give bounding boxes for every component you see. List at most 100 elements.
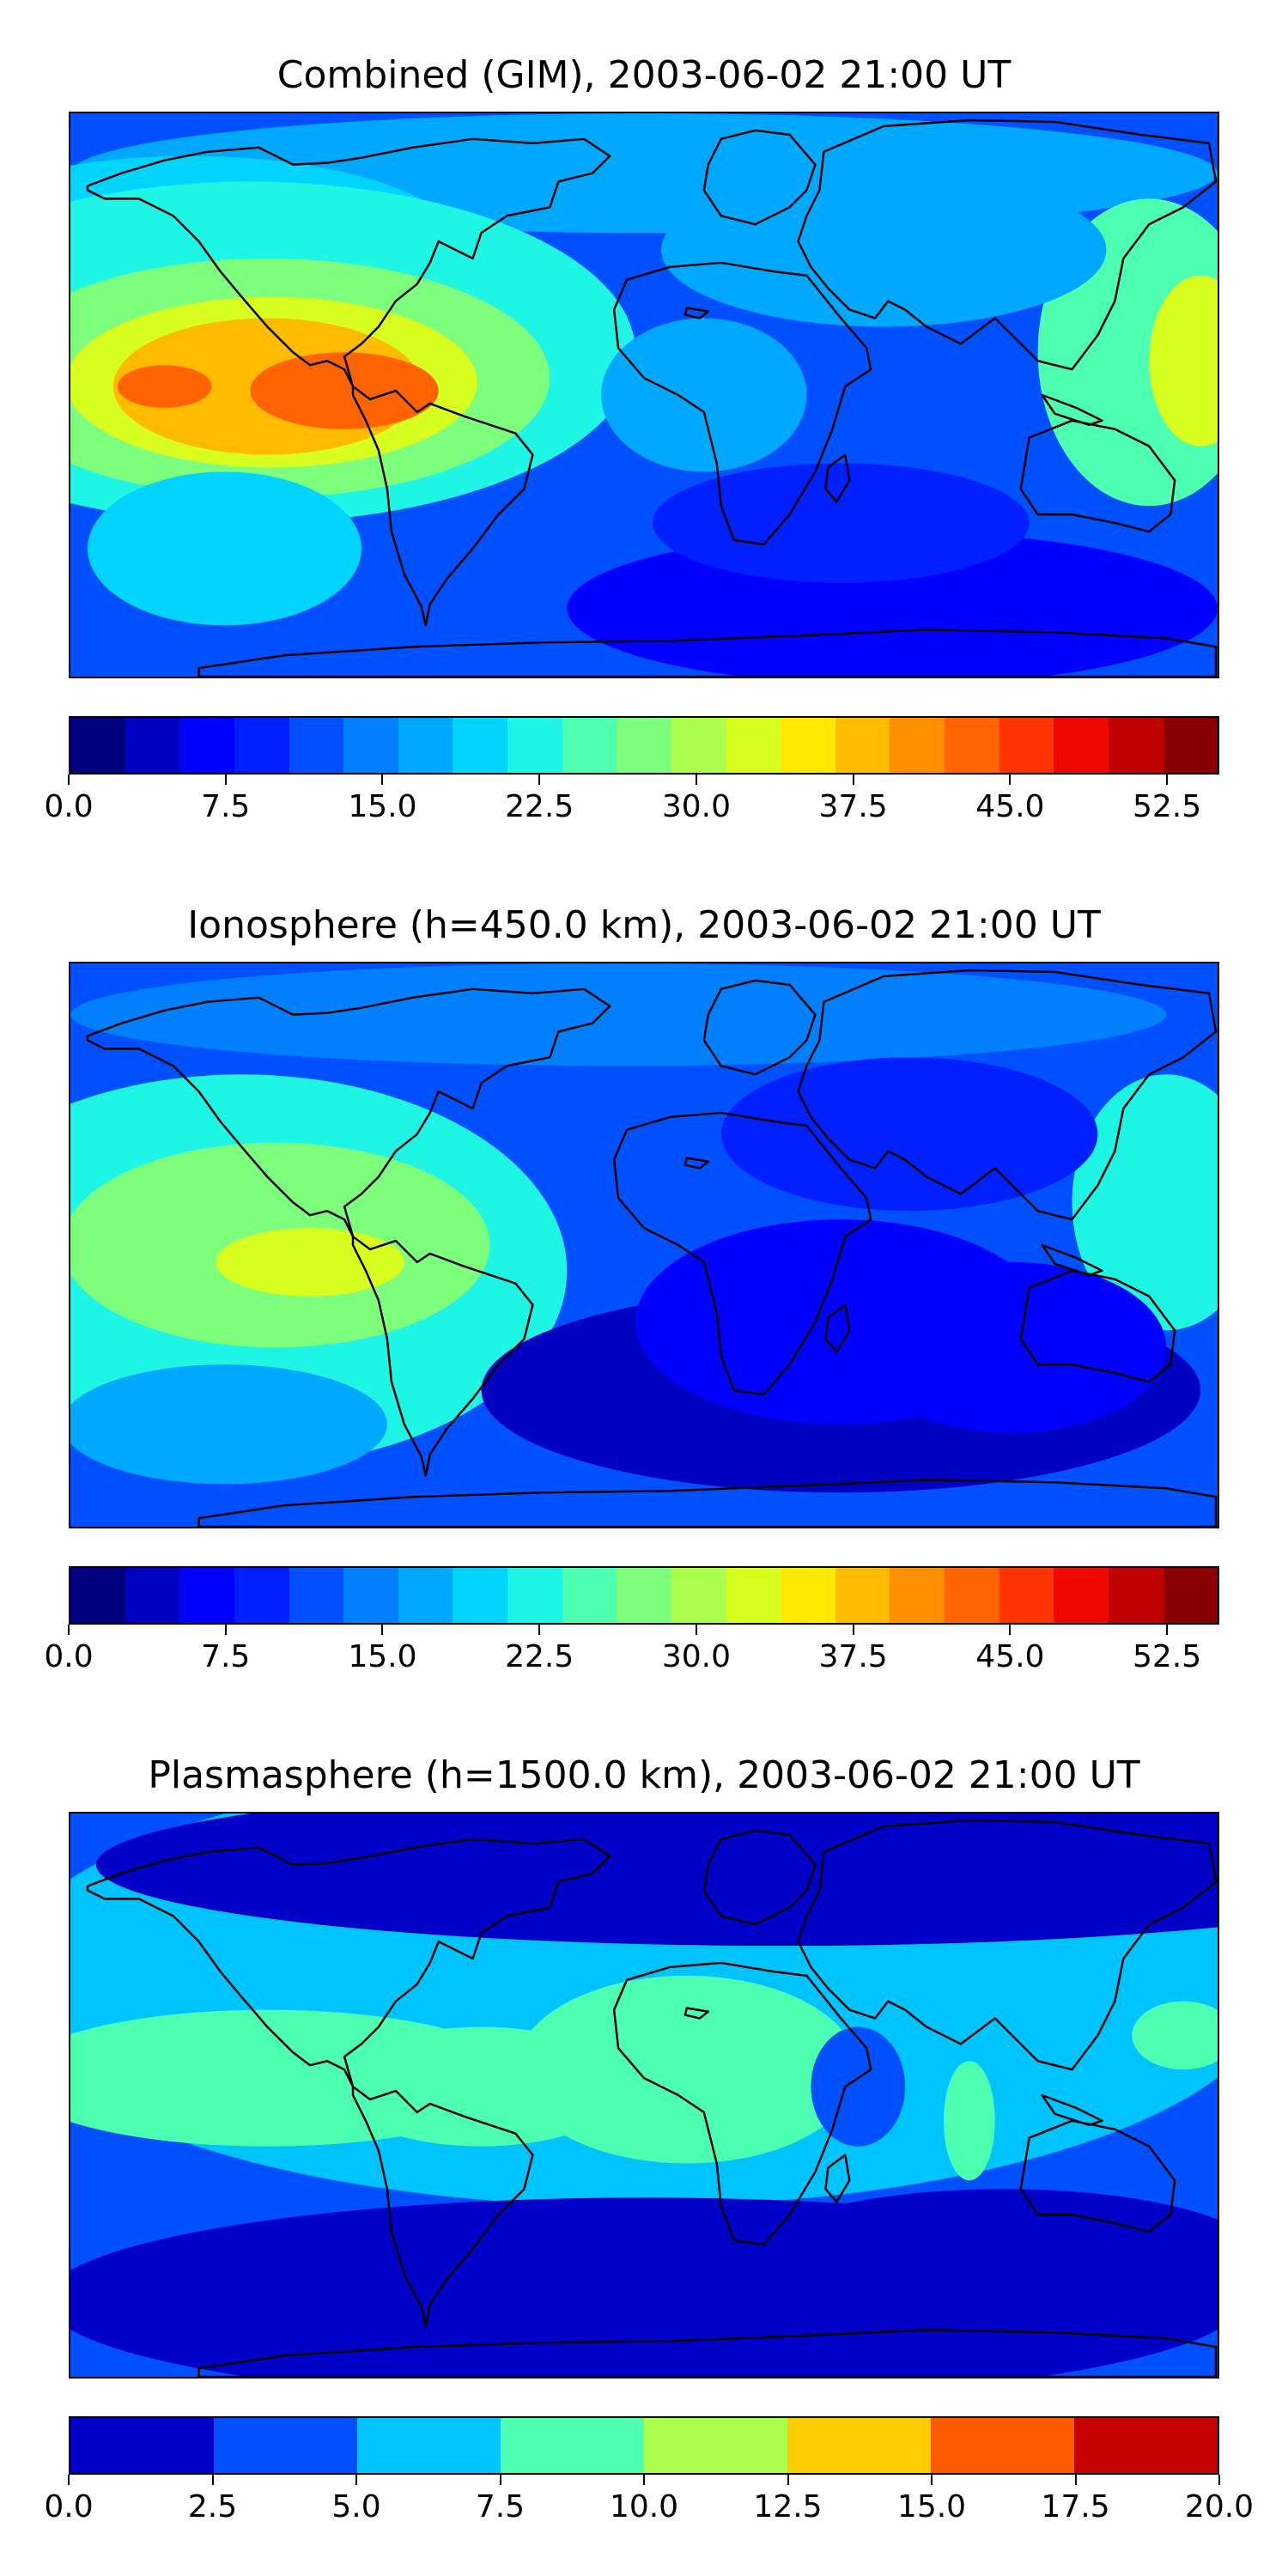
coastline <box>1019 1269 1176 1383</box>
coastline <box>86 987 611 1238</box>
colorbar-segment <box>1163 718 1218 773</box>
colorbar-segment <box>726 718 781 773</box>
colorbar-segment <box>1163 1568 1218 1623</box>
tec-contour-region <box>858 1261 1167 1433</box>
colorbar-tick <box>68 775 70 785</box>
tec-contour-region <box>660 173 1107 327</box>
colorbar-segment <box>453 718 507 773</box>
colorbar-segment <box>1054 718 1109 773</box>
tec-field-plasmasphere <box>70 1814 1218 2377</box>
coastline <box>197 629 1218 677</box>
colorbar-tick-label: 22.5 <box>505 789 574 824</box>
panel-title-combined: Combined (GIM), 2003-06-02 21:00 UT <box>276 53 1012 97</box>
colorbar-tick <box>68 1625 70 1635</box>
coastline <box>824 2154 851 2203</box>
colorbar-segment <box>398 718 453 773</box>
colorbar-segment <box>781 1568 835 1623</box>
colorbar-tick <box>538 775 541 785</box>
colorbar-tick-label: 7.5 <box>201 789 251 824</box>
colorbar-tick-label: 0.0 <box>44 789 94 824</box>
colorbar-segment <box>214 2418 357 2473</box>
colorbar-segment <box>562 718 617 773</box>
colorbar-tick <box>381 775 384 785</box>
colorbar-segment <box>70 2418 214 2473</box>
tec-field-combined <box>70 113 1218 677</box>
colorbar-tick <box>1009 1625 1012 1635</box>
tec-contour-region <box>96 1814 1218 1947</box>
coastline <box>824 1303 851 1353</box>
colorbar-segment <box>617 718 671 773</box>
colorbar-ticks-ionosphere: 0.0 7.5 15.0 22.5 30.0 37.5 45.0 52.5 <box>44 1625 1219 1674</box>
tec-contour-region <box>601 318 807 472</box>
colorbar-segment <box>999 1568 1054 1623</box>
colorbar-tick <box>1074 2475 1077 2485</box>
coastlines-combined <box>86 118 1218 677</box>
colorbar-tick <box>643 2475 645 2485</box>
colorbar-tick <box>852 775 854 785</box>
colorbar-tick-label: 52.5 <box>1133 789 1202 824</box>
colorbar-segment <box>1054 1568 1109 1623</box>
coastlines-plasmasphere <box>86 1819 1218 2377</box>
coastline <box>612 261 872 546</box>
colorbar-segment <box>617 1568 671 1623</box>
colorbar-tick-label: 45.0 <box>975 1639 1045 1674</box>
coastline <box>612 1961 872 2246</box>
colorbar-segment <box>671 1568 726 1623</box>
map-ionosphere <box>69 962 1219 1528</box>
panel-title-ionosphere: Ionosphere (h=450.0 km), 2003-06-02 21:0… <box>187 903 1101 947</box>
colorbar-segment <box>781 718 835 773</box>
coastline <box>797 1819 1218 2071</box>
tec-contour-region <box>746 2189 1218 2326</box>
coastline <box>702 129 817 226</box>
colorbar-tick-label: 7.5 <box>475 2489 526 2524</box>
coastline <box>683 1157 710 1170</box>
colorbar-tick-label: 37.5 <box>818 789 888 824</box>
map-svg-ionosphere <box>70 963 1218 1527</box>
colorbar-segment <box>1108 718 1163 773</box>
tec-contour-region <box>70 963 1167 1066</box>
colorbar-segment <box>1074 2418 1218 2473</box>
tec-contour-region <box>117 365 212 408</box>
colorbar-segment <box>1108 1568 1163 1623</box>
coastline <box>702 979 817 1076</box>
tec-contour-region <box>250 352 439 429</box>
colorbar-segment <box>890 1568 945 1623</box>
coastline <box>1041 393 1103 427</box>
colorbar-tick-label: 0.0 <box>44 1639 94 1674</box>
colorbar-tick <box>68 2475 70 2485</box>
tec-contour-region <box>1149 275 1218 447</box>
colorbar-segment <box>289 1568 344 1623</box>
tec-contour-region <box>216 1228 404 1297</box>
colorbar-segment <box>179 718 234 773</box>
tec-contour-region <box>1132 2001 1218 2070</box>
tec-contour-region <box>720 1057 1098 1212</box>
colorbar-tick-label: 7.5 <box>201 1639 251 1674</box>
colorbar-segment <box>501 2418 644 2473</box>
tec-contour-region <box>943 2061 995 2181</box>
colorbar-tick-label: 30.0 <box>661 1639 731 1674</box>
colorbar-tick-label: 10.0 <box>609 2489 679 2524</box>
colorbar-tick-label: 52.5 <box>1133 1639 1202 1674</box>
coastline <box>1041 1243 1103 1277</box>
colorbar-tick <box>224 1625 227 1635</box>
colorbar-tick-label: 45.0 <box>975 789 1045 824</box>
colorbar-tick-label: 2.5 <box>187 2489 238 2524</box>
colorbar-segment <box>343 718 398 773</box>
colorbar-segment <box>398 1568 453 1623</box>
coastline <box>683 307 710 319</box>
colorbar-tick <box>538 1625 541 1635</box>
colorbar-ticks-plasmasphere: 0.0 2.5 5.0 7.5 10.0 12.5 15.0 17.5 20.0 <box>44 2475 1254 2524</box>
coastline <box>86 137 611 388</box>
colorbar-segment <box>945 1568 999 1623</box>
colorbar-tick-label: 15.0 <box>348 789 417 824</box>
colorbar-segment <box>890 718 945 773</box>
colorbar-tick <box>1218 2475 1220 2485</box>
tec-contour-region <box>87 471 361 626</box>
coastline <box>1019 419 1176 533</box>
colorbar-segment <box>234 718 289 773</box>
colorbar-ticks-combined: 0.0 7.5 15.0 22.5 30.0 37.5 45.0 52.5 <box>44 775 1219 824</box>
colorbar-segment <box>562 1568 617 1623</box>
colorbar-tick-label: 30.0 <box>661 789 731 824</box>
coastlines-ionosphere <box>86 969 1218 1527</box>
colorbar-tick-label: 5.0 <box>331 2489 381 2524</box>
